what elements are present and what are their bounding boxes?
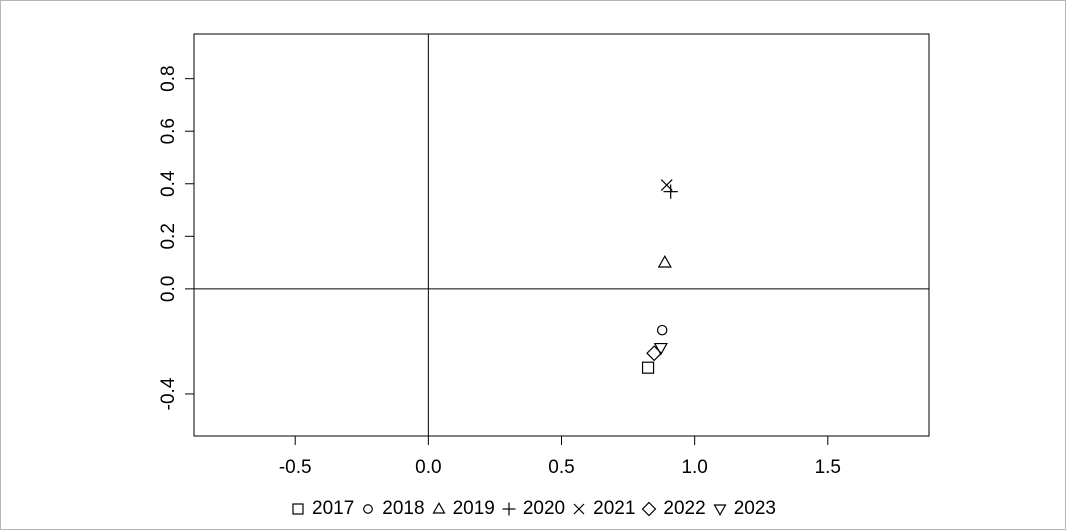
data-points (641, 179, 678, 374)
y-tick-label: 0.8 (158, 65, 179, 91)
legend-marker-triangle-down (713, 504, 727, 516)
legend-label: 2019 (452, 498, 495, 519)
x-tick-label: 1.0 (681, 457, 707, 478)
legend-item-2019: 2019 (431, 498, 495, 520)
legend-label: 2023 (733, 498, 776, 519)
legend-label: 2022 (663, 498, 706, 519)
legend-item-2021: 2021 (571, 498, 635, 520)
legend-item-2017: 2017 (290, 498, 354, 520)
y-tick-label: 0.0 (158, 276, 179, 302)
legend-item-2023: 2023 (712, 498, 776, 520)
x-tick-label: 1.5 (815, 457, 841, 478)
y-tick-label: 0.4 (158, 170, 179, 197)
legend-label: 2017 (312, 498, 355, 519)
legend-marker-plus (502, 502, 516, 516)
point-2020 (663, 184, 678, 199)
point-2018 (656, 324, 668, 336)
legend-symbol (432, 502, 446, 514)
x-tick-label: 0.5 (548, 457, 574, 478)
legend-item-2020: 2020 (501, 498, 565, 520)
legend-marker-square (292, 503, 304, 515)
x-tick-label: 0.0 (415, 457, 441, 478)
y-tick-label: 0.6 (158, 118, 179, 144)
legend-symbol (292, 503, 304, 515)
legend: 2017 2018 2019 2020 2021 2022 2023 (0, 494, 1066, 524)
legend-symbol (713, 504, 727, 516)
legend-symbol (642, 501, 657, 517)
legend-label: 2021 (593, 498, 636, 519)
legend-marker-circle (363, 504, 374, 514)
point-2019 (657, 255, 672, 268)
y-axis: -0.4 0.0 0.2 0.4 0.6 0.8 (158, 65, 195, 410)
legend-label: 2018 (382, 498, 425, 519)
reference-lines (194, 34, 929, 436)
point-2022 (646, 345, 663, 362)
plot-area-border (193, 33, 930, 437)
scatter-plot: -0.5 0.0 0.5 1.0 1.5 -0.4 0.0 0.2 0.4 0.6 0.8 (158, 33, 930, 478)
y-tick-label: -0.4 (158, 377, 179, 410)
legend-label: 2020 (522, 498, 566, 519)
x-tick-label: -0.5 (279, 457, 312, 478)
x-axis: -0.5 0.0 0.5 1.0 1.5 (279, 435, 841, 478)
y-tick-label: 0.2 (158, 223, 179, 249)
point-2017 (641, 361, 655, 374)
legend-marker-triangle-up (432, 502, 446, 514)
legend-symbol (573, 503, 585, 515)
legend-item-2022: 2022 (641, 498, 706, 520)
legend-marker-cross (573, 503, 585, 515)
point-2021 (660, 179, 673, 192)
point-2023 (653, 342, 668, 356)
legend-symbol (502, 502, 516, 516)
legend-symbol (363, 504, 374, 514)
legend-item-2018: 2018 (360, 498, 425, 520)
legend-marker-diamond (642, 501, 657, 517)
